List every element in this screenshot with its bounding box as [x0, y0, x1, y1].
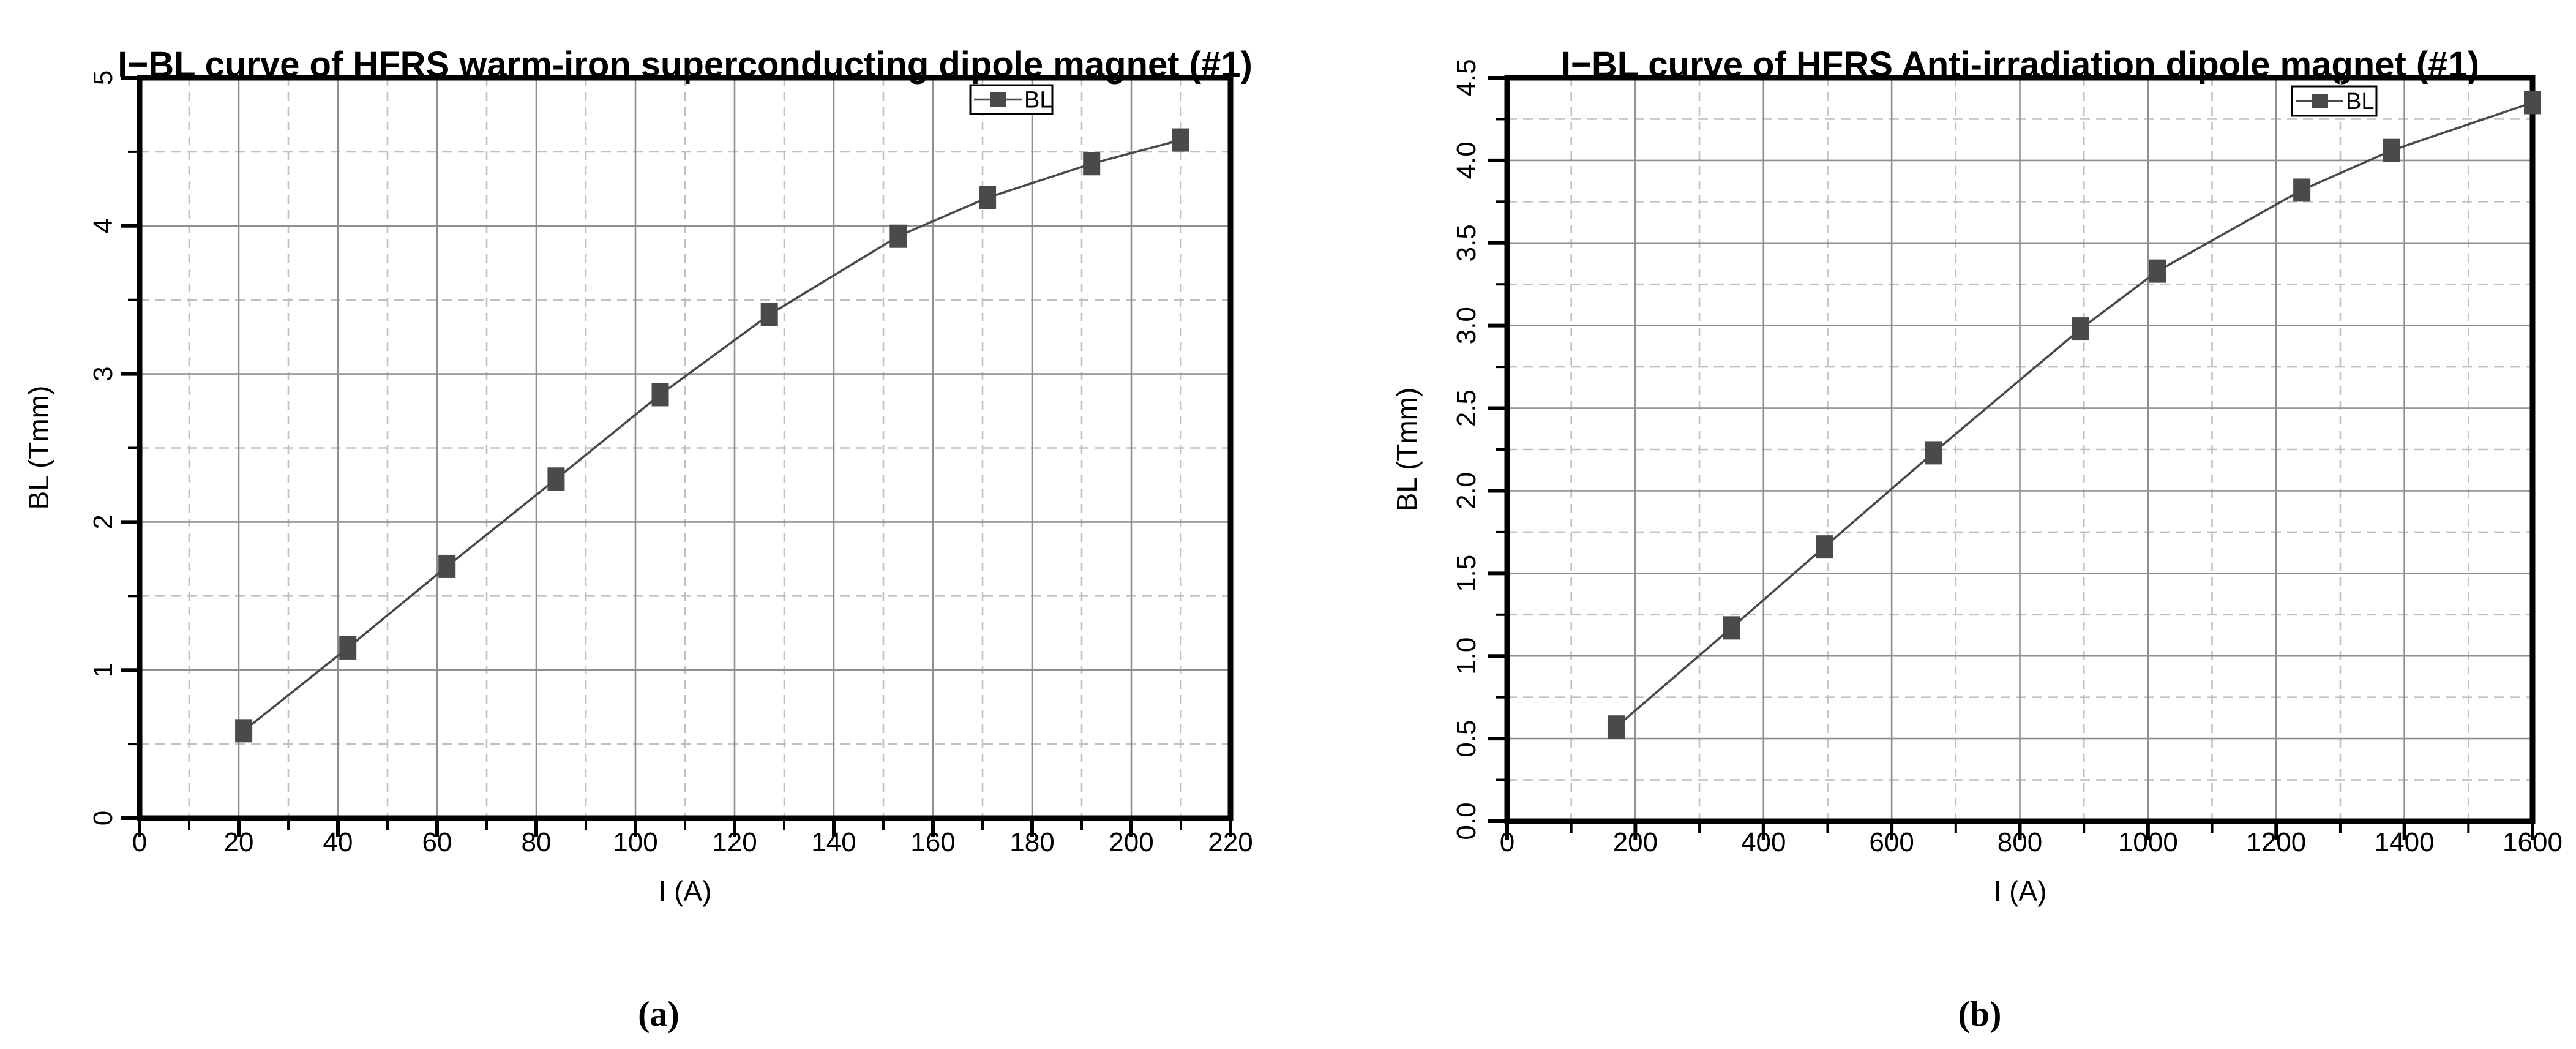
y-tick-label: 5	[88, 70, 118, 85]
x-axis-label: I (A)	[658, 875, 712, 907]
data-line-BL	[1615, 101, 2533, 728]
data-point-marker	[1816, 535, 1833, 559]
y-tick-label: 4	[88, 219, 118, 233]
y-tick-label: 2.5	[1451, 389, 1481, 427]
y-tick-label: 2	[88, 514, 118, 529]
data-point-marker	[651, 383, 669, 407]
y-tick-label: 1	[88, 663, 118, 677]
data-point-marker	[1723, 616, 1740, 640]
y-tick-label: 0.5	[1451, 720, 1481, 758]
plot-area: 0 200 400 600 800 1000 1200 1400 1600 0.0 0.5 1.0 1.…	[1451, 59, 2563, 857]
y-tick-label: 4.5	[1451, 59, 1481, 96]
x-tick-label: 160	[910, 827, 955, 857]
data-point-marker	[2072, 317, 2089, 341]
data-point-marker	[2524, 91, 2541, 115]
data-point-marker	[2293, 178, 2311, 202]
x-tick-label: 1200	[2246, 827, 2306, 857]
legend-label: BL	[1024, 88, 1052, 113]
x-axis-label: I (A)	[1993, 875, 2047, 907]
x-tick-label: 200	[1109, 827, 1153, 857]
data-point-marker	[760, 303, 778, 326]
data-point-marker	[438, 554, 456, 578]
axes-frame	[137, 75, 1234, 821]
x-tick-label: 140	[811, 827, 856, 857]
y-tick-label: 0	[88, 811, 118, 825]
x-tick-label: 600	[1869, 827, 1914, 857]
legend-label: BL	[2346, 89, 2374, 115]
data-point-marker	[889, 224, 907, 248]
plot-area: 0 20 40 60 80 100 120 140 160 180 200 220 0 1 2 3 4 5 BL	[88, 70, 1253, 857]
x-tick-label: 1000	[2118, 827, 2178, 857]
data-point-marker	[1172, 128, 1189, 152]
data-point-marker	[1083, 152, 1101, 176]
x-tick-label: 1400	[2375, 827, 2435, 857]
y-tick-label: 1.0	[1451, 637, 1481, 675]
x-tick-label: 40	[323, 827, 353, 857]
x-tick-label: 0	[132, 827, 147, 857]
x-tick-label: 20	[224, 827, 254, 857]
panel-caption: (b)	[1958, 994, 2002, 1034]
data-point-marker	[979, 186, 997, 209]
y-tick-label: 2.0	[1451, 472, 1481, 509]
y-tick-label: 0.0	[1451, 802, 1481, 840]
legend-marker	[990, 92, 1006, 107]
axes-frame	[1504, 75, 2536, 824]
data-point-marker	[2383, 138, 2400, 162]
data-line-BL	[242, 138, 1181, 732]
x-tick-label: 80	[522, 827, 552, 857]
y-tick-label: 3.5	[1451, 224, 1481, 261]
x-tick-label: 0	[1500, 827, 1515, 857]
x-tick-label: 120	[712, 827, 757, 857]
data-point-marker	[1607, 715, 1625, 739]
panel-caption: (a)	[638, 994, 680, 1034]
x-tick-label: 100	[613, 827, 657, 857]
x-tick-label: 400	[1741, 827, 1786, 857]
y-tick-label: 3	[88, 366, 118, 381]
x-tick-label: 200	[1613, 827, 1658, 857]
x-tick-label: 800	[1998, 827, 2042, 857]
y-tick-label: 3.0	[1451, 307, 1481, 344]
data-point-marker	[547, 467, 565, 491]
y-tick-label: 4.0	[1451, 141, 1481, 179]
x-tick-label: 1600	[2503, 827, 2563, 857]
data-point-marker	[339, 636, 357, 660]
x-tick-label: 220	[1208, 827, 1252, 857]
data-point-marker	[1925, 441, 1942, 465]
chart-panel-b: I−BL curve of HFRS Anti-irradiation dipo…	[1288, 0, 2576, 1049]
data-point-marker	[2149, 259, 2166, 283]
chart-panel-a: I−BL curve of HFRS warm-iron superconduc…	[23, 45, 1253, 1034]
legend-marker	[2312, 94, 2328, 108]
x-tick-label: 180	[1009, 827, 1054, 857]
y-tick-label: 1.5	[1451, 555, 1481, 592]
data-point-marker	[235, 719, 253, 743]
x-tick-label: 60	[422, 827, 452, 857]
